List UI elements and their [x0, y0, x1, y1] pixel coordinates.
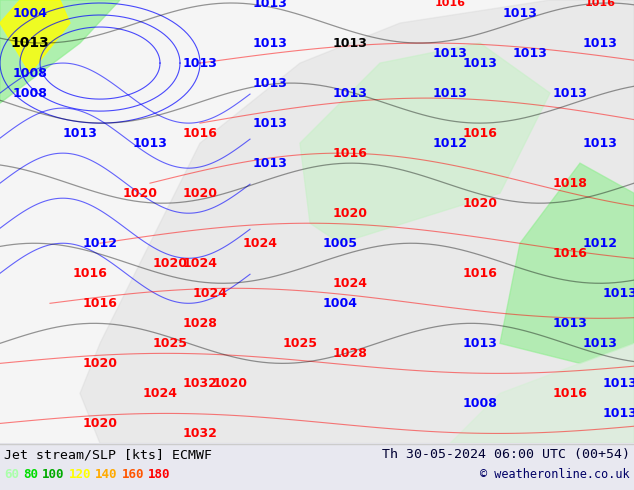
Polygon shape	[500, 163, 634, 364]
Text: 1020: 1020	[332, 207, 368, 220]
Text: Th 30-05-2024 06:00 UTC (00+54): Th 30-05-2024 06:00 UTC (00+54)	[382, 448, 630, 461]
Text: 1032: 1032	[183, 427, 217, 440]
Polygon shape	[300, 43, 550, 243]
Text: 1025: 1025	[283, 337, 318, 350]
Text: 1025: 1025	[153, 337, 188, 350]
Text: 1013: 1013	[602, 377, 634, 390]
Text: 1013: 1013	[11, 36, 49, 50]
Text: 1013: 1013	[463, 337, 498, 350]
Text: 1013: 1013	[583, 37, 618, 49]
Text: 1013: 1013	[183, 56, 217, 70]
Text: 100: 100	[42, 468, 65, 481]
Text: 1013: 1013	[503, 6, 538, 20]
Text: 1016: 1016	[585, 0, 616, 8]
Text: 120: 120	[68, 468, 91, 481]
Text: 1016: 1016	[463, 267, 498, 280]
Text: 1013: 1013	[63, 126, 98, 140]
Text: 1020: 1020	[183, 187, 217, 200]
Text: 1016: 1016	[333, 147, 368, 160]
Text: 1013: 1013	[553, 317, 588, 330]
Text: 1008: 1008	[13, 67, 48, 79]
Text: 1013: 1013	[432, 87, 467, 99]
Text: 1013: 1013	[252, 37, 287, 49]
Text: 1008: 1008	[13, 87, 48, 99]
Text: 1024: 1024	[193, 287, 228, 300]
Text: 1004: 1004	[13, 6, 48, 20]
Text: 1013: 1013	[252, 157, 287, 170]
Text: 1013: 1013	[252, 117, 287, 130]
Text: 1013: 1013	[463, 56, 498, 70]
Text: 1004: 1004	[323, 297, 358, 310]
Text: 1024: 1024	[242, 237, 278, 250]
Text: 1020: 1020	[212, 377, 247, 390]
Polygon shape	[450, 343, 634, 443]
Text: 1024: 1024	[143, 387, 178, 400]
Text: 1016: 1016	[72, 267, 107, 280]
Text: 1032: 1032	[183, 377, 217, 390]
Text: 160: 160	[122, 468, 144, 481]
Polygon shape	[0, 0, 70, 73]
Text: 1013: 1013	[432, 47, 467, 60]
Polygon shape	[80, 0, 634, 443]
Text: 1005: 1005	[323, 237, 358, 250]
Text: © weatheronline.co.uk: © weatheronline.co.uk	[481, 468, 630, 481]
Text: 1013: 1013	[333, 87, 368, 99]
Text: 1013: 1013	[553, 87, 588, 99]
Text: 1013: 1013	[333, 37, 368, 49]
Text: 1012: 1012	[82, 237, 117, 250]
Polygon shape	[0, 0, 120, 103]
Text: 1018: 1018	[553, 177, 588, 190]
Text: 1020: 1020	[462, 196, 498, 210]
Text: 1013: 1013	[252, 0, 287, 9]
Text: 1028: 1028	[183, 317, 217, 330]
Text: 1012: 1012	[432, 137, 467, 149]
Text: 1020: 1020	[82, 417, 117, 430]
Text: 1013: 1013	[583, 337, 618, 350]
Text: 1024: 1024	[183, 257, 217, 270]
Text: 1013: 1013	[252, 76, 287, 90]
Text: 140: 140	[95, 468, 117, 481]
Text: 1013: 1013	[583, 137, 618, 149]
Text: 1016: 1016	[183, 126, 217, 140]
Text: 1016: 1016	[553, 247, 588, 260]
Text: 1008: 1008	[463, 397, 498, 410]
Text: Jet stream/SLP [kts] ECMWF: Jet stream/SLP [kts] ECMWF	[4, 448, 212, 461]
Text: 1013: 1013	[133, 137, 167, 149]
Text: 180: 180	[148, 468, 171, 481]
Text: 1016: 1016	[82, 297, 117, 310]
Text: 1016: 1016	[434, 0, 465, 8]
Text: 1016: 1016	[463, 126, 498, 140]
Text: 80: 80	[23, 468, 38, 481]
Text: 1020: 1020	[153, 257, 188, 270]
Text: 60: 60	[4, 468, 19, 481]
Text: 1020: 1020	[82, 357, 117, 370]
Text: 1016: 1016	[553, 387, 588, 400]
Text: 1024: 1024	[332, 277, 368, 290]
Text: 1028: 1028	[333, 347, 368, 360]
Text: 1013: 1013	[602, 407, 634, 420]
Text: 1020: 1020	[122, 187, 157, 200]
Text: 1013: 1013	[512, 47, 547, 60]
Text: 1012: 1012	[583, 237, 618, 250]
Text: 1013: 1013	[602, 287, 634, 300]
